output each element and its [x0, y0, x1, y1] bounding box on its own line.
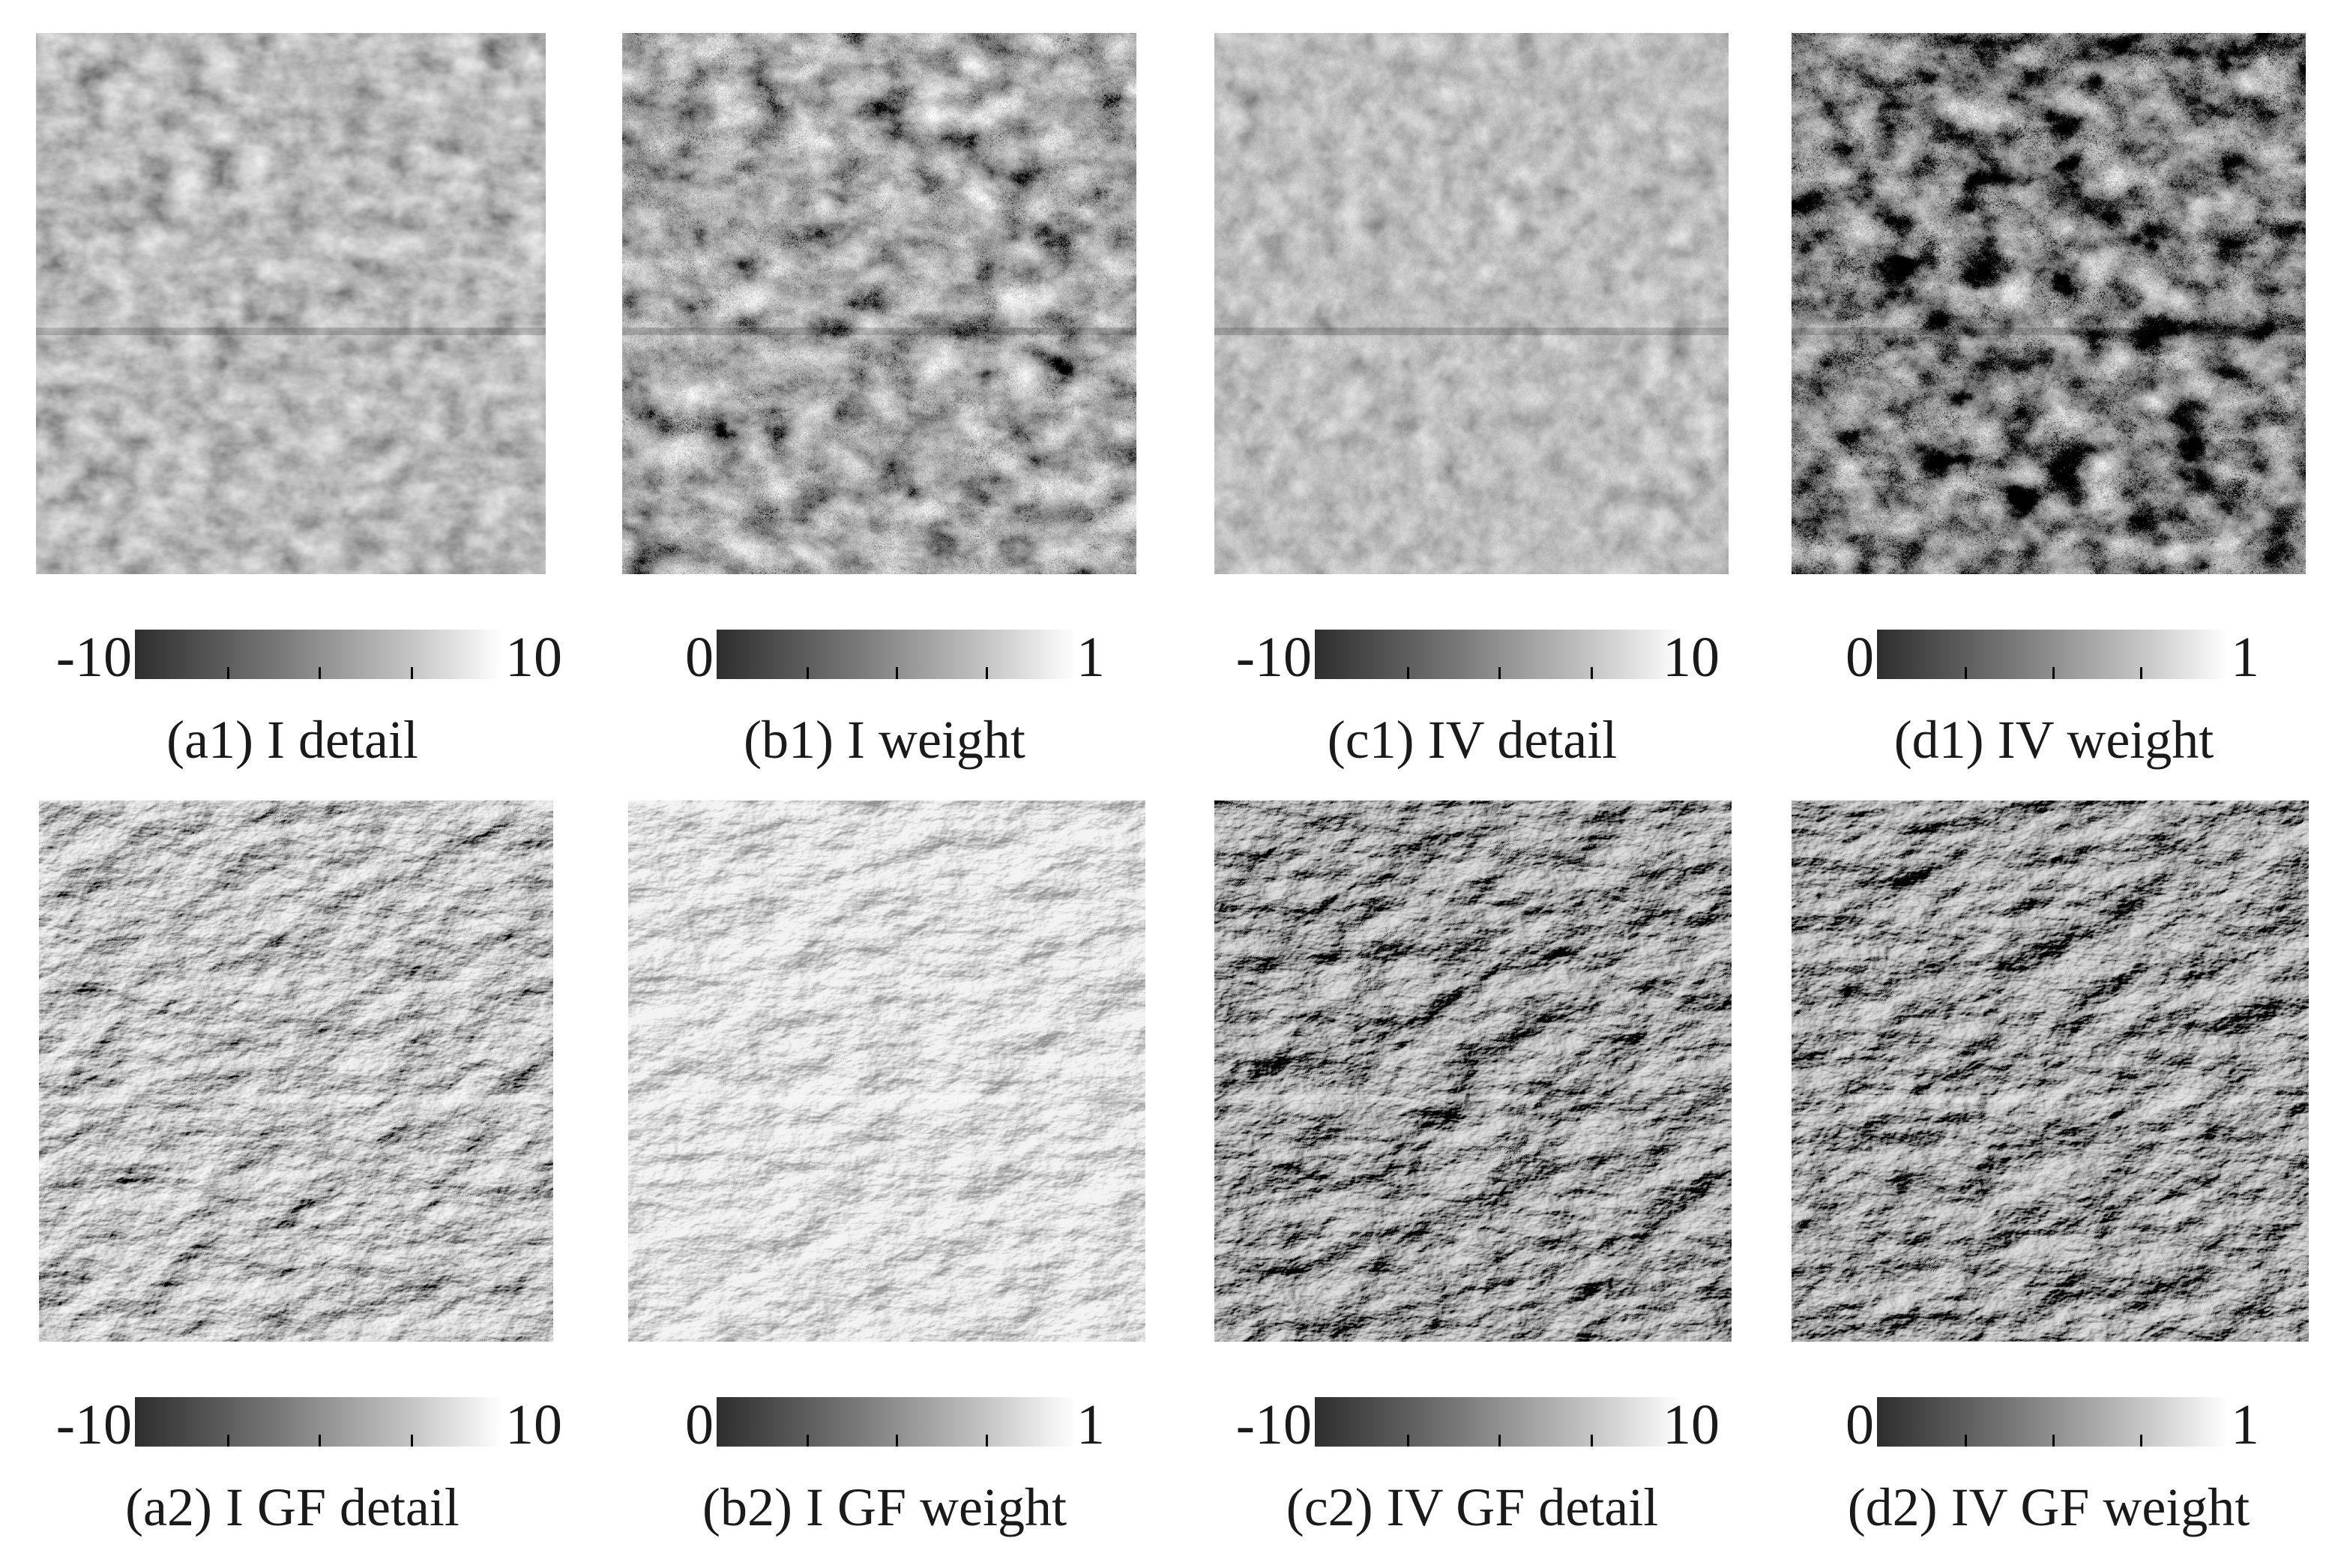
- terrain-texture: [1214, 800, 1732, 1342]
- terrain-texture: [39, 800, 553, 1342]
- colorbar-max-label: 10: [1663, 1393, 1720, 1456]
- colorbar-gradient: [135, 1397, 502, 1447]
- colorbar-max-label: 10: [505, 1393, 562, 1456]
- terrain-texture: [1792, 800, 2309, 1342]
- colorbar-tick: [806, 667, 809, 679]
- colorbar-tick: [1590, 667, 1593, 679]
- terrain-image-b1: [622, 33, 1136, 574]
- colorbar-gradient: [1877, 630, 2228, 679]
- colorbar-max-label: 1: [2231, 1393, 2259, 1456]
- colorbar-tick: [1498, 1435, 1501, 1447]
- colorbar-tick: [2140, 667, 2142, 679]
- terrain-texture: [1792, 33, 2306, 574]
- colorbar-min-label: 0: [685, 1393, 714, 1456]
- terrain-texture: [36, 33, 546, 574]
- colorbar-gradient: [1877, 1397, 2228, 1447]
- caption-d1: (d1) IV weight: [1893, 710, 2214, 770]
- terrain-image-c1: [1214, 33, 1729, 574]
- terrain-texture: [1214, 33, 1729, 574]
- colorbar-min-label: -10: [55, 626, 132, 689]
- colorbar-gradient: [1315, 630, 1682, 679]
- colorbar-tick: [1965, 1435, 1967, 1447]
- colorbar-tick: [2140, 1435, 2142, 1447]
- colorbar-min-label: 0: [1846, 1393, 1874, 1456]
- colorbar-tick: [410, 667, 413, 679]
- caption-a2: (a2) I GF detail: [125, 1477, 460, 1537]
- colorbar-b1: 0 1: [622, 624, 1147, 691]
- colorbar-tick: [806, 1435, 809, 1447]
- colorbar-gradient: [135, 630, 502, 679]
- colorbar-tick: [985, 667, 988, 679]
- terrain-image-c2: [1214, 800, 1732, 1342]
- colorbar-tick: [896, 667, 898, 679]
- colorbar-tick: [410, 1435, 413, 1447]
- colorbar-tick: [1406, 1435, 1409, 1447]
- terrain-image-d2: [1792, 800, 2309, 1342]
- colorbar-gradient: [717, 1397, 1075, 1447]
- colorbar-tick: [985, 1435, 988, 1447]
- colorbar-tick: [319, 1435, 321, 1447]
- colorbar-tick: [896, 1435, 898, 1447]
- colorbar-tick: [2052, 667, 2055, 679]
- colorbar-tick: [319, 667, 321, 679]
- colorbar-max-label: 1: [1076, 1393, 1105, 1456]
- colorbar-a2: -10 10: [30, 1391, 562, 1459]
- colorbar-tick: [1406, 667, 1409, 679]
- colorbar-tick: [1965, 667, 1967, 679]
- terrain-image-d1: [1792, 33, 2306, 574]
- terrain-texture: [628, 800, 1145, 1342]
- colorbar-tick: [2052, 1435, 2055, 1447]
- terrain-image-b2: [628, 800, 1145, 1342]
- caption-b1: (b1) I weight: [744, 710, 1025, 770]
- colorbar-a1: -10 10: [30, 624, 562, 691]
- colorbar-tick: [226, 1435, 229, 1447]
- terrain-image-a2: [39, 800, 553, 1342]
- colorbar-gradient: [717, 630, 1075, 679]
- colorbar-b2: 0 1: [622, 1391, 1147, 1459]
- colorbar-c1: -10 10: [1210, 624, 1735, 691]
- colorbar-max-label: 1: [2231, 626, 2259, 689]
- colorbar-max-label: 1: [1076, 626, 1105, 689]
- colorbar-min-label: -10: [55, 1393, 132, 1456]
- caption-a1: (a1) I detail: [166, 710, 418, 770]
- caption-d2: (d2) IV GF weight: [1847, 1477, 2250, 1537]
- colorbar-min-label: 0: [685, 626, 714, 689]
- terrain-texture: [622, 33, 1136, 574]
- colorbar-tick: [1498, 667, 1501, 679]
- colorbar-c2: -10 10: [1210, 1391, 1735, 1459]
- caption-c1: (c1) IV detail: [1327, 710, 1618, 770]
- colorbar-min-label: -10: [1235, 626, 1312, 689]
- colorbar-tick: [226, 667, 229, 679]
- caption-b2: (b2) I GF weight: [702, 1477, 1067, 1537]
- colorbar-max-label: 10: [505, 626, 562, 689]
- colorbar-min-label: 0: [1846, 626, 1874, 689]
- colorbar-tick: [1590, 1435, 1593, 1447]
- colorbar-gradient: [1315, 1397, 1682, 1447]
- caption-c2: (c2) IV GF detail: [1286, 1477, 1659, 1537]
- terrain-image-a1: [36, 33, 546, 574]
- colorbar-d1: 0 1: [1792, 624, 2316, 691]
- colorbar-d2: 0 1: [1792, 1391, 2316, 1459]
- colorbar-min-label: -10: [1235, 1393, 1312, 1456]
- colorbar-max-label: 10: [1663, 626, 1720, 689]
